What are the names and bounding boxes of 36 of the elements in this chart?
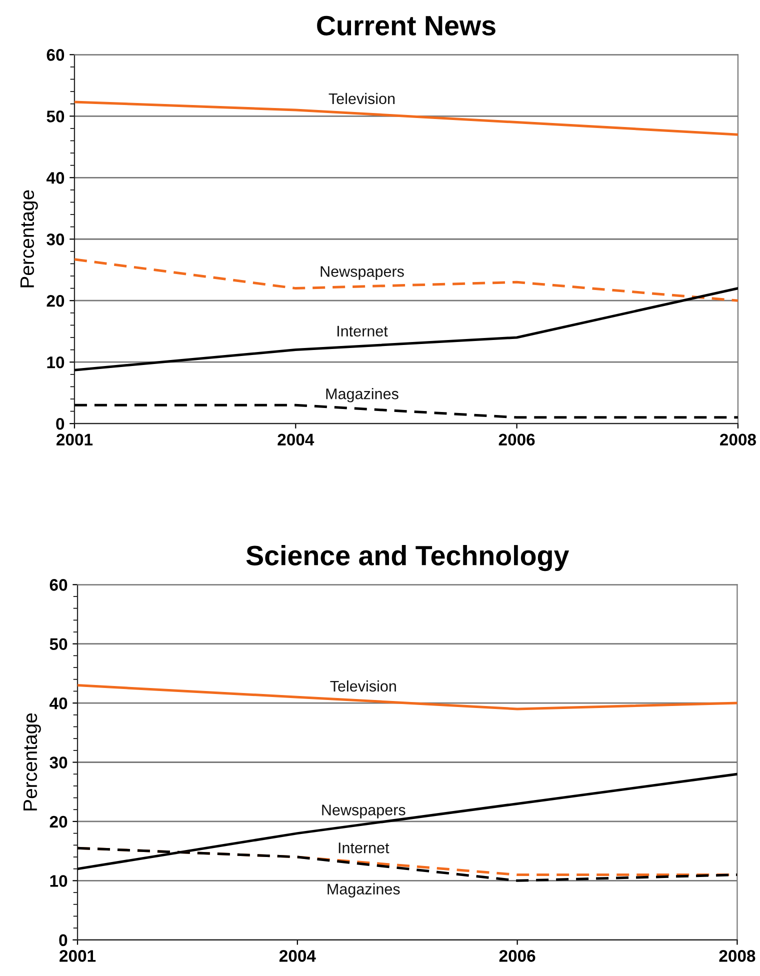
x-tick-label: 2008 bbox=[720, 434, 756, 446]
y-tick-label: 20 bbox=[50, 816, 68, 828]
y-tick-label: 40 bbox=[46, 172, 64, 184]
y-tick-label: 30 bbox=[50, 756, 68, 768]
y-tick-label: 0 bbox=[59, 934, 68, 946]
y-tick-label: 10 bbox=[50, 875, 68, 887]
series-label: Newspapers bbox=[320, 266, 404, 280]
y-tick-label: 20 bbox=[46, 295, 64, 307]
chart-title: Current News bbox=[317, 16, 496, 36]
y-tick-label: 40 bbox=[50, 697, 68, 710]
line-series bbox=[74, 287, 738, 372]
y-tick-label: 0 bbox=[56, 418, 64, 430]
y-axis-title: Percentage bbox=[20, 190, 38, 288]
y-axis-title: Percentage bbox=[24, 713, 41, 810]
x-tick-label: 2006 bbox=[498, 434, 535, 446]
line-series bbox=[74, 258, 738, 302]
x-tick-label: 2008 bbox=[719, 950, 756, 962]
series-label: Television bbox=[330, 680, 396, 692]
x-tick-label: 2004 bbox=[279, 950, 316, 962]
series-label: Internet bbox=[337, 326, 388, 337]
x-tick-label: 2004 bbox=[278, 434, 314, 446]
y-tick-label: 30 bbox=[46, 234, 64, 246]
chart-title: Science and Technology bbox=[246, 545, 570, 572]
series-label: Television bbox=[328, 92, 395, 104]
y-tick-label: 50 bbox=[46, 110, 64, 122]
y-tick-label: 10 bbox=[47, 356, 64, 368]
x-tick-label: 2006 bbox=[499, 950, 536, 962]
series-label: Newspapers bbox=[322, 804, 406, 818]
y-tick-label: 60 bbox=[50, 579, 68, 591]
x-tick-label: 2001 bbox=[56, 434, 93, 446]
series-label: Magazines bbox=[326, 388, 398, 402]
x-tick-label: 2001 bbox=[60, 950, 96, 962]
series-label: Magazines bbox=[328, 883, 400, 898]
y-tick-label: 60 bbox=[46, 49, 64, 61]
series-label: Internet bbox=[338, 842, 390, 854]
y-tick-label: 50 bbox=[50, 638, 68, 650]
